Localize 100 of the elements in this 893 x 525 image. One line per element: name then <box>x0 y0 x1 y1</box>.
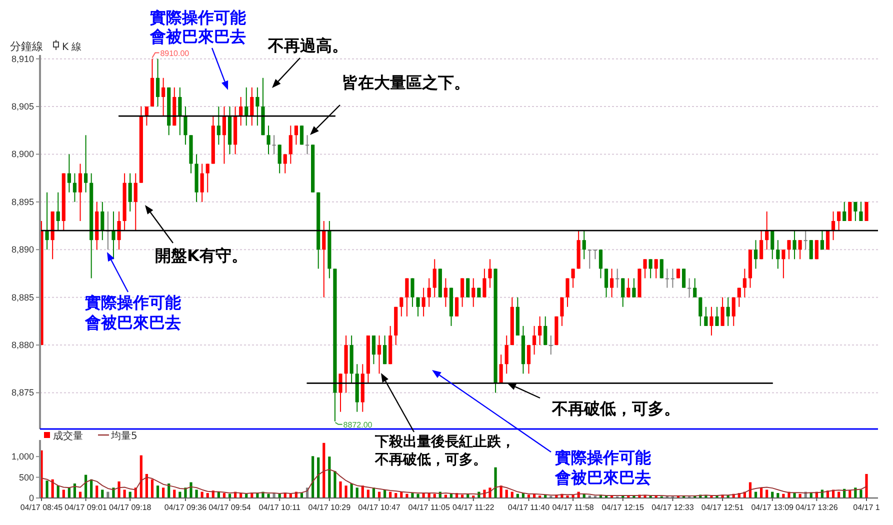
x-tick-label: 04/17 09:54 <box>208 503 252 512</box>
candlestick <box>742 268 746 298</box>
x-tick-label: 04/17 11:05 <box>408 503 450 512</box>
candlestick <box>338 373 342 412</box>
candlestick <box>837 210 841 232</box>
candlestick <box>704 306 708 326</box>
bar <box>356 488 358 498</box>
candlestick <box>544 316 548 346</box>
candlestick <box>222 106 226 164</box>
candlestick <box>504 335 508 374</box>
candlestick <box>842 201 846 222</box>
y-tick-label: 8,900 <box>11 149 34 160</box>
bar <box>339 481 342 498</box>
bar <box>173 490 176 498</box>
candlestick <box>112 210 116 260</box>
candlestick <box>272 134 276 155</box>
candlestick <box>632 278 636 298</box>
candlestick <box>670 268 675 288</box>
candlestick <box>693 278 697 298</box>
candlestick <box>322 220 326 298</box>
text: K 線 <box>62 42 82 53</box>
bar <box>62 490 65 498</box>
bar <box>150 479 154 498</box>
candlestick <box>676 268 680 279</box>
bar <box>766 490 768 498</box>
candlestick <box>56 192 60 232</box>
x-tick-label: 04/17 09:36 <box>164 503 208 512</box>
candlestick <box>200 163 204 202</box>
candlestick <box>283 154 287 174</box>
candlestick <box>809 240 813 260</box>
candlestick <box>715 306 719 326</box>
candlestick <box>45 192 49 250</box>
candlestick <box>616 268 620 288</box>
x-tick-label: 04/17 13:09 <box>751 503 794 512</box>
candlestick <box>377 335 382 374</box>
bar <box>140 455 142 498</box>
annotation: 實際操作可能會被巴來巴去 <box>84 293 181 332</box>
candlestick <box>422 287 426 317</box>
bar <box>156 486 160 498</box>
y-tick-label: 500 <box>18 472 34 482</box>
bar <box>328 456 331 498</box>
bar <box>145 474 148 498</box>
annotation: 皆在大量區之下。 <box>342 73 470 92</box>
candlestick <box>560 296 564 326</box>
bar <box>860 490 862 498</box>
y-tick-label: 8,885 <box>11 292 34 302</box>
candlestick <box>162 77 166 117</box>
bar <box>505 490 508 498</box>
candlestick <box>760 230 764 260</box>
candlestick <box>859 201 863 222</box>
bar <box>46 480 48 498</box>
candlestick <box>382 335 387 365</box>
y-tick-label: 8,895 <box>11 196 34 207</box>
bar <box>322 442 326 498</box>
bar <box>416 494 420 498</box>
candlestick <box>626 278 630 298</box>
candlestick <box>100 201 104 241</box>
candlestick <box>256 86 260 126</box>
x-tick-label: 04/17 12:51 <box>701 503 744 512</box>
candlestick <box>532 325 536 356</box>
text: 實際操作可能會被巴來巴去 <box>149 8 246 46</box>
candlestick <box>405 278 409 317</box>
candlestick <box>432 258 436 298</box>
candlestick <box>792 230 796 260</box>
candlestick <box>549 335 553 356</box>
candlestick <box>117 210 121 250</box>
y-tick-label: 8,905 <box>11 101 34 112</box>
bar <box>195 490 198 498</box>
candlestick <box>288 125 292 164</box>
candlestick <box>178 86 182 136</box>
x-tick-label: 04/17 10:47 <box>358 503 401 512</box>
annotation: 開盤K有守。 <box>155 246 248 265</box>
bar <box>190 482 192 498</box>
candlestick <box>582 230 586 260</box>
candlestick <box>400 296 404 317</box>
annotation: 8910.00 <box>160 48 190 58</box>
candlestick <box>416 296 420 317</box>
candlestick <box>621 278 625 308</box>
annotation: 不再過高。 <box>267 36 348 55</box>
legend-label: 均量5 <box>110 430 138 442</box>
candlestick <box>482 268 486 298</box>
x-tick-label: 04/17 09:18 <box>108 503 152 512</box>
candlestick <box>144 106 148 126</box>
bar <box>162 488 165 498</box>
candlestick <box>782 249 786 279</box>
candlestick <box>710 306 714 336</box>
candlestick <box>84 134 88 193</box>
candlestick <box>466 278 470 298</box>
candlestick <box>488 258 492 288</box>
x-tick-label: 04/17 11:40 <box>508 503 550 512</box>
y-tick-label: 8,880 <box>11 340 34 350</box>
candlestick <box>134 172 138 232</box>
bar <box>793 493 796 498</box>
candlestick <box>820 230 824 250</box>
candlestick <box>250 86 254 126</box>
candlestick <box>566 278 570 308</box>
candlestick <box>732 296 736 326</box>
candlestick <box>776 240 780 270</box>
candlestick <box>737 287 741 308</box>
candlestick <box>571 268 575 288</box>
